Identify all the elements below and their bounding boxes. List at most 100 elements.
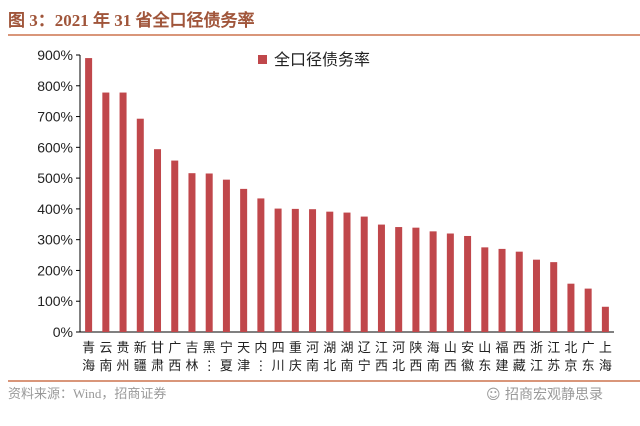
bar: [136, 118, 144, 333]
bar: [188, 173, 196, 332]
x-tick-label: 湖: [323, 341, 336, 356]
x-tick-label: 津: [237, 359, 250, 374]
x-tick-label: 庆: [289, 359, 302, 374]
x-tick-label: 河: [306, 341, 319, 356]
x-tick-label: ⋮: [254, 359, 267, 374]
bar: [205, 173, 213, 332]
x-tick-label: 黑: [203, 341, 216, 356]
x-tick-label: 广: [168, 341, 181, 356]
legend-label: 全口径债务率: [274, 50, 370, 69]
x-tick-label: 重: [289, 340, 302, 356]
x-tick-label: 云: [99, 341, 112, 356]
x-tick-label: 建: [496, 359, 509, 374]
bar: [309, 209, 317, 332]
y-tick-label: 0%: [53, 324, 73, 340]
x-tick-label: 宁: [220, 340, 233, 356]
x-tick-label: 浙: [530, 341, 543, 356]
bar: [326, 211, 334, 332]
x-tick-label: 西: [513, 341, 526, 356]
x-tick-label: 河: [392, 341, 405, 356]
x-tick-label: 东: [582, 359, 595, 374]
x-tick-label: 北: [564, 341, 577, 356]
x-tick-label: 京: [564, 359, 577, 374]
x-tick-label: 北: [323, 359, 336, 374]
source-rule: [8, 380, 640, 382]
x-tick-label: 海: [82, 359, 95, 374]
x-tick-label: 海: [427, 341, 440, 356]
y-tick-label: 700%: [37, 109, 73, 125]
x-tick-label: 江: [547, 341, 560, 356]
x-tick-label: 西: [375, 359, 388, 374]
x-tick-label: 北: [392, 359, 405, 374]
bar: [601, 306, 609, 332]
x-tick-label: 天: [237, 341, 250, 356]
x-tick-label: 林: [185, 359, 198, 374]
x-tick-label: 南: [99, 358, 112, 374]
y-tick-label: 400%: [37, 201, 73, 217]
watermark-text: 招商宏观静思录: [505, 387, 604, 403]
bar: [222, 179, 230, 332]
x-tick-label: 上: [599, 341, 612, 356]
source-note: 资料来源：Wind，招商证券: [8, 386, 167, 401]
bar: [240, 188, 248, 332]
x-tick-label: 甘: [151, 341, 164, 356]
y-tick-label: 500%: [37, 170, 73, 186]
y-tick-label: 300%: [37, 232, 73, 248]
figure-title: 图 3：2021 年 31 省全口径债务率: [8, 11, 255, 30]
x-tick-label: 海: [599, 359, 612, 374]
x-tick-label: 南: [340, 358, 353, 374]
bar: [481, 247, 489, 332]
bar: [532, 259, 540, 332]
x-tick-label: 西: [444, 359, 457, 374]
bar: [515, 251, 523, 332]
x-tick-label: 宁: [358, 358, 371, 374]
y-tick-label: 100%: [37, 293, 73, 309]
bar: [360, 216, 368, 332]
wechat-icon: ☺: [486, 387, 506, 403]
x-tick-label: 疆: [134, 359, 147, 374]
x-tick-label: 辽: [358, 341, 371, 356]
bar: [498, 248, 506, 332]
x-tick-label: 山: [478, 341, 491, 356]
x-tick-label: 青: [82, 341, 95, 356]
x-tick-label: 西: [168, 359, 181, 374]
x-tick-label: 福: [496, 341, 509, 356]
bar: [550, 262, 558, 332]
watermark: ☺ 招商宏观静思录: [486, 384, 603, 404]
bar: [464, 235, 472, 332]
x-tick-label: 江: [375, 341, 388, 356]
x-tick-label: 南: [306, 358, 319, 374]
bar: [584, 288, 592, 332]
x-tick-label: 山: [444, 341, 457, 356]
bar: [567, 283, 575, 332]
bar: [257, 198, 265, 332]
bar: [119, 92, 127, 332]
x-tick-label: ⋮: [203, 359, 216, 374]
x-tick-label: 新: [134, 340, 147, 356]
bar: [154, 149, 162, 332]
x-tick-label: 南: [427, 358, 440, 374]
bar: [429, 231, 437, 332]
bar: [377, 224, 385, 332]
legend-swatch: [258, 55, 267, 64]
x-tick-label: 陕: [409, 341, 422, 356]
bar: [85, 58, 93, 332]
bar: [102, 92, 110, 332]
bar: [291, 208, 299, 332]
y-tick-label: 600%: [37, 139, 73, 155]
bar: [412, 227, 420, 332]
title-rule: [8, 34, 640, 36]
x-tick-label: 夏: [220, 359, 233, 374]
x-tick-label: 苏: [547, 358, 560, 374]
x-tick-label: 东: [478, 359, 491, 374]
x-tick-label: 广: [582, 341, 595, 356]
x-tick-label: 安: [461, 341, 474, 356]
bar: [446, 233, 454, 332]
y-tick-label: 800%: [37, 78, 73, 94]
x-tick-label: 贵: [117, 341, 130, 356]
x-tick-label: 川: [272, 359, 285, 374]
y-tick-label: 900%: [37, 47, 73, 63]
x-tick-label: 湖: [340, 341, 353, 356]
bar: [395, 227, 403, 332]
bar: [274, 208, 282, 332]
